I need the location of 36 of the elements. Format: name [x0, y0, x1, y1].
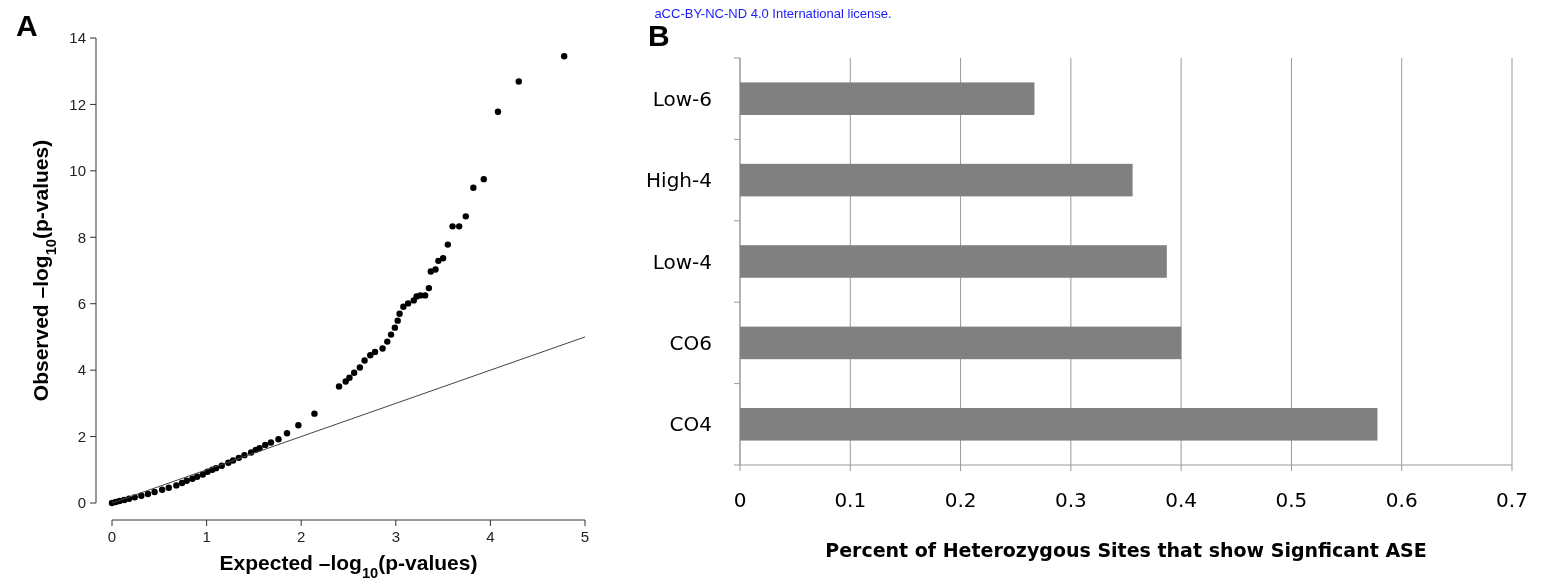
x-tick-label: 4 [486, 528, 495, 545]
x-tick-label: 0.4 [1165, 488, 1198, 512]
y-tick-label: Low-4 [652, 249, 712, 274]
x-axis-title: Expected –log$_{10}$(p-values) [219, 551, 478, 581]
bar [740, 245, 1167, 278]
x-tick-label: 0.1 [834, 488, 867, 512]
x-tick-label: 0.6 [1385, 488, 1418, 512]
x-axis-title: Percent of Heterozygous Sites that show Signficant ASE [825, 539, 1427, 561]
text: aCC-BY-NC-ND 4.0 International license. [654, 6, 892, 21]
y-tick-label: 4 [77, 361, 86, 379]
x-tick-label: 3 [391, 528, 400, 545]
chart-title: B [648, 19, 670, 52]
y-tick-label: CO6 [669, 330, 712, 355]
chart-title: A [16, 9, 38, 42]
y-tick-label: 12 [69, 95, 86, 113]
bar [740, 163, 1133, 197]
x-tick-label: 0.2 [944, 488, 977, 512]
y-tick-label: 2 [77, 427, 86, 445]
bar [740, 408, 1378, 441]
y-tick-label: 14 [69, 29, 86, 47]
bar [740, 326, 1182, 360]
y-tick-label: 6 [77, 294, 86, 312]
x-tick-label: 0.5 [1275, 488, 1308, 512]
x-tick-label: 0.3 [1054, 488, 1087, 512]
x-tick-label: 2 [297, 528, 306, 545]
x-tick-label: 5 [580, 528, 590, 545]
x-tick-label: 1 [202, 528, 211, 545]
y-tick-label: 10 [69, 162, 86, 180]
y-tick-label: 8 [77, 228, 86, 246]
x-tick-label: 0 [107, 528, 117, 545]
x-tick-label: 0.7 [1496, 488, 1528, 512]
y-tick-label: CO4 [669, 412, 712, 437]
x-tick-label: 0 [733, 488, 747, 512]
y-tick-label: High-4 [646, 168, 712, 193]
y-tick-label: Low-6 [652, 86, 712, 111]
bar [740, 82, 1035, 115]
